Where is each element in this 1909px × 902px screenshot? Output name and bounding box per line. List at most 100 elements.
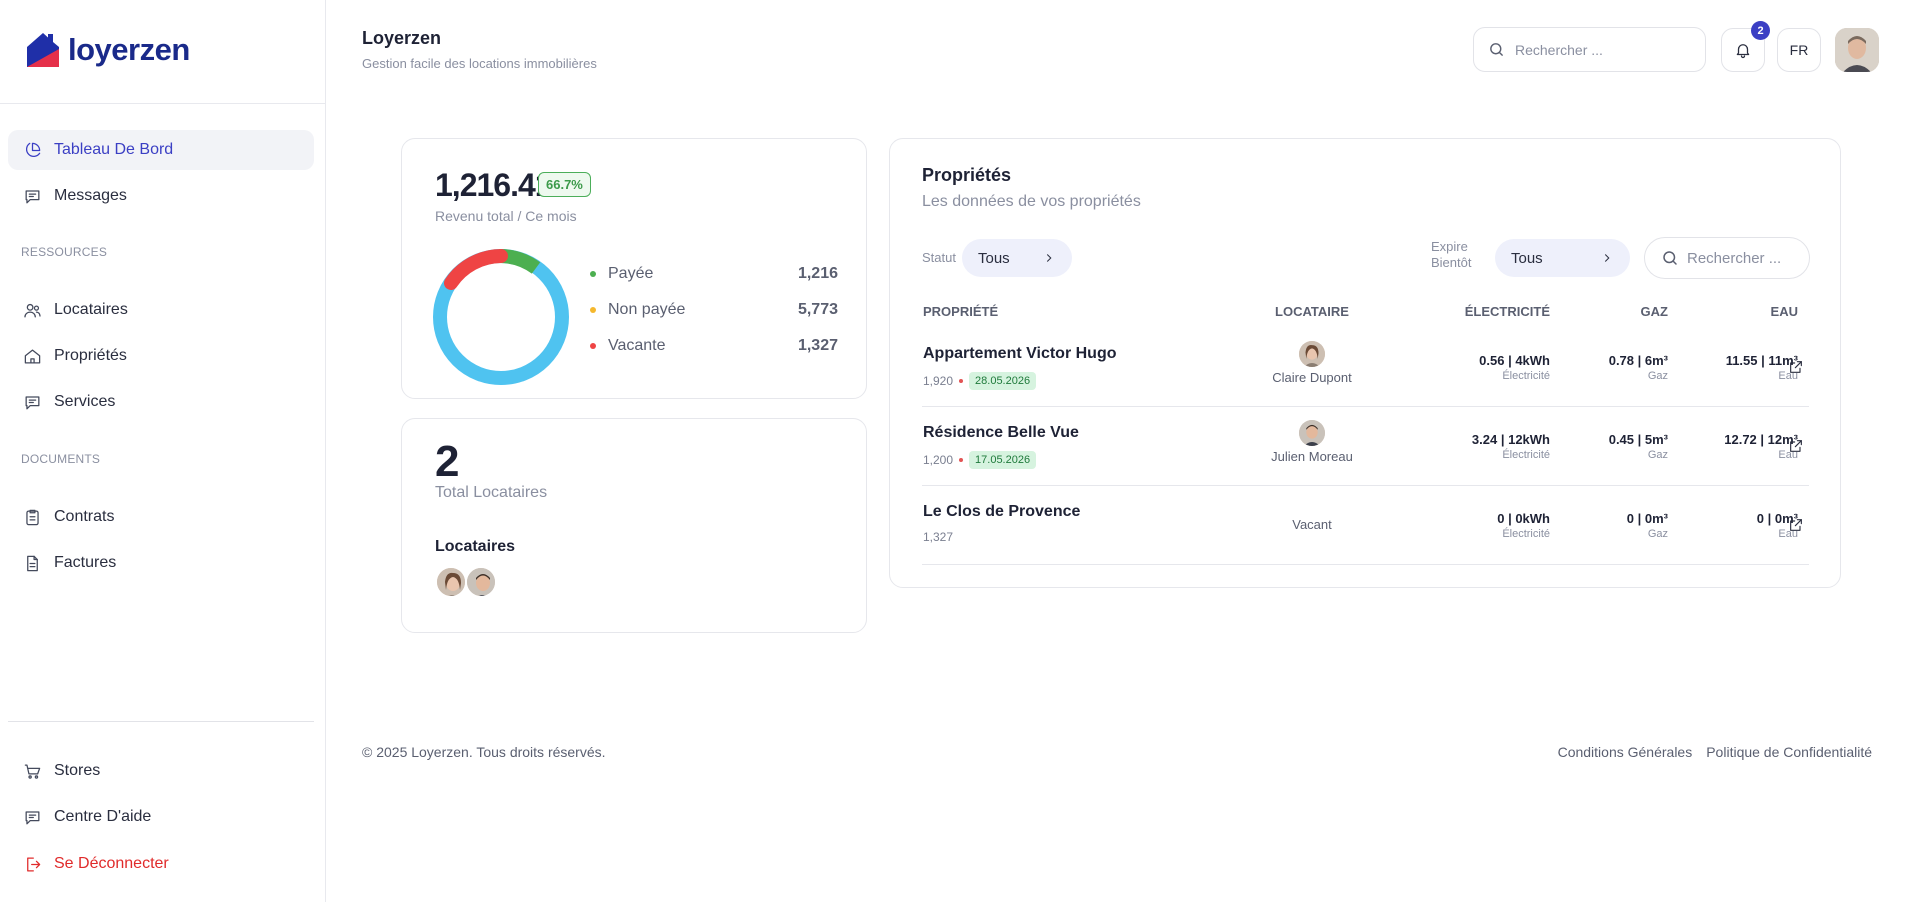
message-icon <box>22 392 42 412</box>
sidebar-item-proprietes[interactable]: Propriétés <box>8 336 314 376</box>
meter-label: Eau <box>1778 528 1798 540</box>
properties-search-input[interactable] <box>1687 249 1799 267</box>
table-row[interactable]: Résidence Belle Vue 1,200 17.05.2026 Jul… <box>922 408 1809 486</box>
footer-link-terms[interactable]: Conditions Générales <box>1557 744 1693 760</box>
expire-label-line1: Expire <box>1431 239 1468 254</box>
search-icon <box>1490 43 1503 56</box>
tenants-count: 2 <box>435 437 460 486</box>
edit-button[interactable] <box>1788 438 1806 456</box>
separator-dot <box>959 458 964 462</box>
electricity-meter: 0 | 0kWh Électricité <box>1420 511 1550 540</box>
status-filter-value: Tous <box>978 249 1010 267</box>
meter-label: Électricité <box>1502 449 1550 461</box>
sidebar-item-stores[interactable]: Stores <box>8 751 314 791</box>
meter-label: Électricité <box>1502 370 1550 382</box>
legend-label: Non payée <box>608 301 686 318</box>
pie-chart-icon <box>22 140 42 160</box>
legend-dot <box>590 343 596 349</box>
logo-icon <box>27 33 59 67</box>
sidebar-item-label: Se Déconnecter <box>54 855 169 872</box>
sidebar-item-label: Services <box>54 393 116 410</box>
meter-label: Eau <box>1778 449 1798 461</box>
tenants-label: Total Locataires <box>435 484 548 501</box>
tenants-heading: Locataires <box>435 538 516 555</box>
chevron-right-icon <box>1604 254 1610 262</box>
gas-meter: 0 | 0m³ Gaz <box>1580 511 1668 540</box>
sidebar-item-locataires[interactable]: Locataires <box>8 290 314 330</box>
avatar <box>1299 341 1325 367</box>
global-search[interactable] <box>1473 27 1706 72</box>
logo[interactable]: loyerzen <box>24 30 190 70</box>
section-label-documents: DOCUMENTS <box>21 452 101 466</box>
property-amount: 1,920 <box>923 374 954 388</box>
meter-label: Électricité <box>1502 528 1550 540</box>
table-row[interactable]: Le Clos de Provence 1,327 Vacant 0 | 0kW… <box>922 487 1809 565</box>
meter-value: 0 | 0kWh <box>1497 511 1550 526</box>
property-date-badge: 28.05.2026 <box>969 372 1037 390</box>
sidebar-item-services[interactable]: Services <box>8 382 314 422</box>
sidebar-item-factures[interactable]: Factures <box>8 543 314 583</box>
avatar[interactable] <box>435 566 467 598</box>
meter-value: 11.55 | 11m³ <box>1725 353 1798 368</box>
edit-button[interactable] <box>1788 517 1806 535</box>
status-filter[interactable]: Tous <box>962 239 1072 277</box>
table-row[interactable]: Appartement Victor Hugo 1,920 28.05.2026… <box>922 329 1809 407</box>
revenue-value: 1,216.41 <box>435 167 553 203</box>
logo-text: loyerzen <box>68 32 190 67</box>
sidebar-item-label: Stores <box>54 762 101 779</box>
language-button[interactable]: FR <box>1777 28 1821 72</box>
sidebar-item-help[interactable]: Centre D'aide <box>8 797 314 837</box>
property-name: Résidence Belle Vue <box>923 424 1079 441</box>
users-icon <box>22 300 42 320</box>
properties-search[interactable] <box>1644 237 1810 279</box>
meter-value: 0 | 0m³ <box>1626 511 1668 526</box>
property-name: Appartement Victor Hugo <box>923 345 1117 362</box>
column-header-gas: GAZ <box>1640 304 1668 319</box>
cart-icon <box>22 761 42 781</box>
avatar[interactable] <box>465 566 497 598</box>
search-input[interactable] <box>1515 41 1685 58</box>
legend-value: 1,327 <box>797 337 838 354</box>
tenant-vacant: Vacant <box>1292 517 1332 532</box>
revenue-donut <box>433 248 569 385</box>
divider <box>0 103 325 104</box>
legend-dot <box>590 271 596 277</box>
meter-value: 12.72 | 12m³ <box>1724 432 1798 447</box>
sidebar-item-contrats[interactable]: Contrats <box>8 497 314 537</box>
legend-item: Vacante 1,327 <box>590 328 838 364</box>
logout-icon <box>22 854 42 874</box>
tenants-card: 2 Total Locataires Locataires <box>401 418 867 633</box>
status-filter-label: Statut <box>922 250 956 265</box>
search-icon <box>1663 251 1677 265</box>
avatar-image <box>1835 28 1879 72</box>
expire-filter-value: Tous <box>1511 249 1543 267</box>
sidebar-item-label: Factures <box>54 554 117 571</box>
footer-copyright: © 2025 Loyerzen. Tous droits réservés. <box>362 744 606 760</box>
sidebar-item-dashboard[interactable]: Tableau De Bord <box>8 130 314 170</box>
column-header-water: EAU <box>1770 304 1798 319</box>
expire-filter[interactable]: Tous <box>1495 239 1630 277</box>
legend-value: 5,773 <box>797 301 838 318</box>
footer-link-privacy[interactable]: Politique de Confidentialité <box>1706 744 1872 760</box>
sidebar-item-messages[interactable]: Messages <box>8 176 314 216</box>
file-icon <box>22 553 42 573</box>
external-link-icon <box>1790 519 1802 531</box>
avatar <box>1299 420 1325 446</box>
user-avatar[interactable] <box>1835 28 1879 72</box>
clipboard-icon <box>22 507 42 527</box>
notifications-button[interactable]: 2 <box>1721 21 1770 72</box>
revenue-badge: 66.7% <box>538 172 591 197</box>
meter-label: Gaz <box>1647 528 1668 540</box>
edit-button[interactable] <box>1788 359 1806 377</box>
sidebar-item-label: Messages <box>54 187 127 204</box>
meter-value: 0.45 | 5m³ <box>1608 432 1668 447</box>
chevron-right-icon <box>1046 254 1052 262</box>
page-subtitle: Gestion facile des locations immobilière… <box>362 56 597 71</box>
notification-badge: 2 <box>1751 21 1770 40</box>
footer-links: Conditions Générales Politique de Confid… <box>1558 744 1872 760</box>
water-meter: 11.55 | 11m³ Eau <box>1697 353 1798 382</box>
legend-dot <box>590 307 596 313</box>
logout-button[interactable]: Se Déconnecter <box>8 844 314 884</box>
legend-item: Payée 1,216 <box>590 256 838 292</box>
